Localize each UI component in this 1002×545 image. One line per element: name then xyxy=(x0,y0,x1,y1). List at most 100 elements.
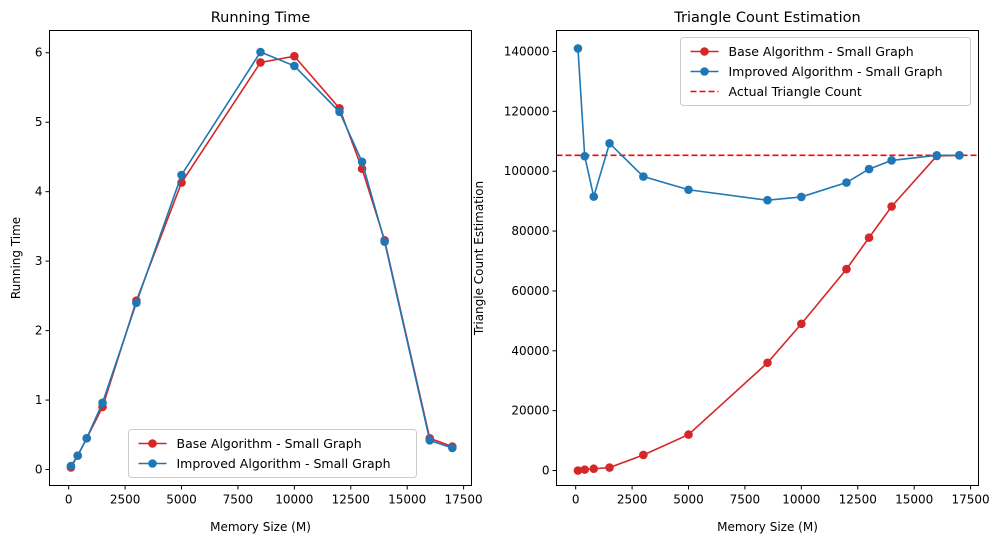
data-point-0 xyxy=(763,358,772,368)
y-tick-label: 100000 xyxy=(504,164,550,178)
data-point-1 xyxy=(605,139,614,148)
x-tick-label: 15000 xyxy=(895,493,933,507)
data-point-1 xyxy=(256,47,265,57)
running-time-panel: Running Time Memory Size (M) Running Tim… xyxy=(9,10,483,534)
data-point-1 xyxy=(290,61,299,71)
y-tick-label: 20000 xyxy=(511,404,549,418)
data-point-1 xyxy=(842,178,851,187)
legend-marker xyxy=(700,47,709,56)
data-point-0 xyxy=(797,319,806,329)
y-tick-label: 3 xyxy=(35,254,43,268)
x-tick-label: 0 xyxy=(572,493,580,507)
data-point-0 xyxy=(580,465,590,474)
data-point-1 xyxy=(763,195,772,205)
data-point-0 xyxy=(290,51,299,61)
legend-marker xyxy=(700,67,709,76)
x-tick-label: 0 xyxy=(65,493,73,507)
plot-frame xyxy=(49,30,472,486)
y-tick-label: 4 xyxy=(35,185,43,199)
data-point-1 xyxy=(864,164,874,174)
y-tick-label: 0 xyxy=(542,464,550,478)
chart-title: Triangle Count Estimation xyxy=(673,10,860,26)
legend-marker xyxy=(148,459,157,468)
data-point-1 xyxy=(380,237,389,246)
data-point-1 xyxy=(335,107,344,117)
x-axis-label: Memory Size (M) xyxy=(210,520,311,534)
y-tick-label: 80000 xyxy=(511,224,549,238)
data-point-1 xyxy=(82,433,92,443)
x-tick-label: 12500 xyxy=(839,493,877,507)
data-point-1 xyxy=(639,172,648,181)
data-point-1 xyxy=(132,298,141,308)
data-point-0 xyxy=(605,463,614,472)
series-layer xyxy=(66,47,457,472)
x-tick-label: 17500 xyxy=(952,493,990,507)
data-point-0 xyxy=(684,430,693,439)
data-point-0 xyxy=(256,58,265,67)
x-axis-label: Memory Size (M) xyxy=(717,520,818,534)
legend: Base Algorithm - Small Graph Improved Alg… xyxy=(128,429,417,478)
data-point-1 xyxy=(66,461,76,471)
legend-frame xyxy=(128,429,417,478)
data-point-1 xyxy=(98,398,107,408)
x-tick-label: 5000 xyxy=(673,493,704,507)
x-tick-label: 2500 xyxy=(617,493,648,507)
y-axis-label: Triangle Count Estimation xyxy=(472,181,486,336)
legend-label: Base Algorithm - Small Graph xyxy=(729,44,914,59)
data-point-1 xyxy=(357,157,367,167)
data-point-1 xyxy=(177,170,186,180)
data-point-0 xyxy=(573,466,583,475)
x-tick-label: 7500 xyxy=(730,493,761,507)
chart-title: Running Time xyxy=(211,10,311,26)
data-point-1 xyxy=(448,443,457,453)
data-point-0 xyxy=(842,264,851,274)
x-tick-label: 7500 xyxy=(223,493,254,507)
series-layer xyxy=(556,44,979,475)
y-axis-label: Running Time xyxy=(9,217,23,299)
data-point-1 xyxy=(797,192,806,202)
x-tick-label: 10000 xyxy=(275,493,313,507)
y-tick-label: 0 xyxy=(35,463,43,477)
y-tick-label: 120000 xyxy=(504,104,550,118)
legend: Base Algorithm - Small Graph Improved Alg… xyxy=(680,37,971,106)
data-point-1 xyxy=(887,156,896,165)
triangle-count-panel: Triangle Count Estimation Memory Size (M… xyxy=(472,10,990,534)
data-point-0 xyxy=(589,464,599,474)
axis-ticks: 0 2500 5000 7500 10000 12500 15000 17500 0 20000 4… xyxy=(504,44,990,506)
x-tick-label: 2500 xyxy=(110,493,141,507)
data-point-0 xyxy=(864,233,874,242)
x-tick-label: 10000 xyxy=(782,493,820,507)
legend-marker xyxy=(148,439,157,448)
legend-frame xyxy=(680,37,971,106)
series-line-0 xyxy=(70,55,453,468)
series-line-1 xyxy=(70,51,453,467)
data-point-1 xyxy=(425,436,435,445)
axis-ticks: 0 2500 5000 7500 10000 12500 15000 17500 0 1 2 3 4 5 6 xyxy=(35,46,483,507)
x-tick-label: 15000 xyxy=(388,493,426,507)
data-point-1 xyxy=(580,151,590,161)
data-point-1 xyxy=(955,151,964,160)
y-tick-label: 6 xyxy=(35,46,43,60)
legend-label: Improved Algorithm - Small Graph xyxy=(729,64,943,79)
data-point-1 xyxy=(589,192,599,201)
y-tick-label: 1 xyxy=(35,393,43,407)
y-tick-label: 60000 xyxy=(511,284,549,298)
legend-label: Improved Algorithm - Small Graph xyxy=(177,456,391,471)
y-tick-label: 40000 xyxy=(511,344,549,358)
y-tick-label: 140000 xyxy=(504,44,550,58)
y-tick-label: 2 xyxy=(35,324,43,338)
plot-frame xyxy=(556,30,979,486)
y-tick-label: 5 xyxy=(35,115,43,129)
data-point-0 xyxy=(887,202,896,211)
data-point-0 xyxy=(639,450,648,460)
legend-label: Actual Triangle Count xyxy=(729,84,862,99)
data-point-1 xyxy=(73,451,83,460)
legend-label: Base Algorithm - Small Graph xyxy=(177,436,362,451)
x-tick-label: 5000 xyxy=(166,493,197,507)
data-point-1 xyxy=(684,185,693,195)
data-point-1 xyxy=(573,44,583,53)
data-point-1 xyxy=(932,151,942,160)
x-tick-label: 17500 xyxy=(445,493,483,507)
x-tick-label: 12500 xyxy=(332,493,370,507)
